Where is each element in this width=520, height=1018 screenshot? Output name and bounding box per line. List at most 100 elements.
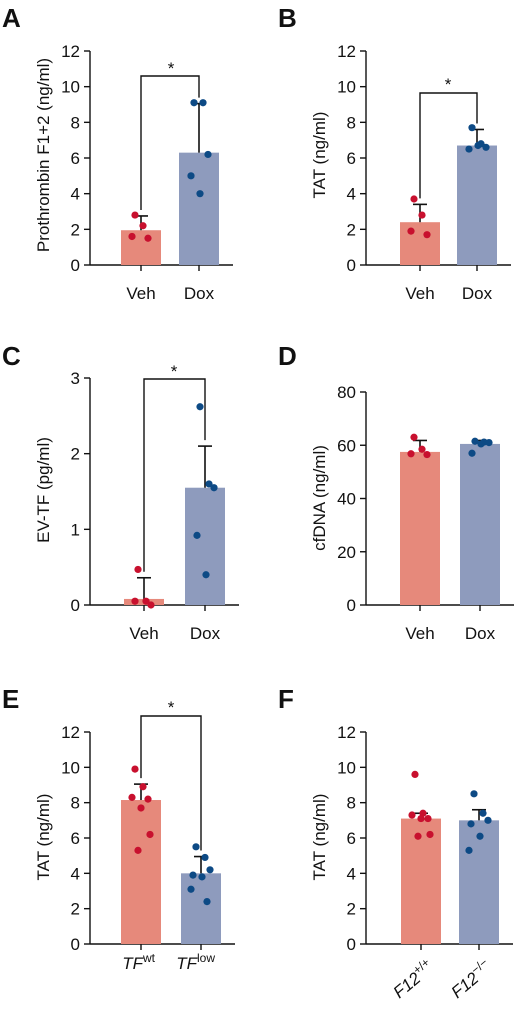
y-tick-label-f: 0 — [347, 935, 356, 954]
chart-panel-f: 0 2 4 6 8 10 12 F12+/+F12−/− — [337, 723, 513, 1002]
significance-bracket-b — [419, 92, 478, 199]
y-tick-label-d: 80 — [337, 383, 356, 402]
data-point-c-1 — [196, 403, 204, 411]
panel-letter-b: B — [278, 3, 297, 33]
data-point-d-0 — [423, 450, 431, 459]
data-point-a-1 — [199, 99, 207, 107]
y-tick-label-f: 4 — [347, 864, 356, 883]
y-tick-label-c: 3 — [71, 369, 80, 388]
data-point-a-1 — [196, 190, 204, 198]
x-category-label-f-1: F12−/− — [446, 955, 496, 1002]
x-category-label-d-0: Veh — [405, 624, 434, 643]
chart-panel-d: 0 20 40 60 80 Veh Dox — [337, 383, 514, 643]
y-tick-label-f: 10 — [337, 758, 356, 777]
data-point-e-1 — [192, 843, 200, 851]
y-tick-label-b: 6 — [347, 149, 356, 168]
data-point-f-1 — [484, 816, 492, 824]
data-point-a-0 — [128, 232, 136, 241]
data-point-e-1 — [206, 866, 214, 874]
y-tick-label-f: 6 — [347, 829, 356, 848]
panel-letter-a: A — [2, 3, 21, 33]
data-point-c-0 — [134, 565, 142, 574]
x-category-label-f-0: F12+/+ — [388, 955, 438, 1002]
significance-bracket-c — [143, 378, 206, 572]
y-axis-label-a: Prothrombin F1+2 (ng/ml) — [34, 58, 53, 252]
data-point-d-0 — [410, 433, 418, 441]
data-point-d-1 — [471, 437, 479, 445]
bar-a-1 — [179, 152, 219, 265]
x-category-label-d-1: Dox — [465, 624, 496, 643]
bar-a-0 — [121, 230, 161, 265]
x-category-label-b-1: Dox — [462, 284, 493, 303]
data-point-f-1 — [467, 820, 475, 828]
y-tick-label-b: 10 — [337, 78, 356, 97]
data-point-b-0 — [410, 195, 418, 203]
panel-letter-e: E — [2, 684, 19, 714]
x-category-label-a-0: Veh — [126, 284, 155, 303]
y-tick-label-a: 12 — [61, 42, 80, 61]
x-category-label-b-0: Veh — [405, 284, 434, 303]
y-tick-label-a: 8 — [71, 113, 80, 132]
y-tick-label-e: 2 — [71, 900, 80, 919]
data-point-a-1 — [190, 99, 198, 107]
data-point-f-0 — [426, 830, 434, 839]
bar-c-1 — [185, 487, 225, 605]
data-point-e-1 — [187, 885, 195, 893]
y-tick-label-a: 2 — [71, 220, 80, 239]
plot-layer: 0 2 4 6 8 10 12 Veh Dox 0 2 4 6 8 10 12 Veh Dox 0 12 3 Veh Dox… — [61, 42, 514, 1002]
data-point-e-0 — [144, 795, 152, 803]
data-point-f-0 — [424, 814, 432, 823]
data-point-f-0 — [411, 770, 419, 779]
y-tick-label-c: 2 — [71, 445, 80, 464]
significance-marker-a: * — [168, 59, 175, 78]
data-point-b-0 — [423, 231, 431, 239]
x-category-label-c-1: Dox — [190, 624, 221, 643]
significance-marker-c: * — [171, 362, 178, 381]
y-tick-label-a: 6 — [71, 149, 80, 168]
panel-letter-f: F — [278, 684, 294, 714]
data-point-c-1 — [205, 480, 213, 488]
data-point-f-1 — [465, 846, 473, 854]
bar-e-1 — [181, 873, 221, 944]
data-point-a-0 — [131, 211, 139, 219]
y-axis-label-f: TAT (ng/ml) — [310, 794, 329, 881]
data-point-a-0 — [139, 222, 147, 230]
y-axis-label-d: cfDNA (ng/ml) — [310, 445, 329, 551]
bar-b-0 — [400, 222, 440, 265]
data-point-b-1 — [482, 143, 490, 151]
y-tick-label-b: 4 — [347, 185, 356, 204]
y-axis-label-b: TAT (ng/ml) — [310, 112, 329, 199]
data-point-e-1 — [189, 871, 197, 879]
y-tick-label-d: 60 — [337, 436, 356, 455]
data-point-e-0 — [131, 765, 139, 773]
data-point-f-0 — [414, 832, 422, 840]
bar-d-1 — [460, 443, 500, 605]
data-point-f-1 — [476, 832, 484, 840]
x-category-label-c-0: Veh — [129, 624, 158, 643]
significance-marker-e: * — [168, 698, 175, 717]
y-tick-label-e: 12 — [61, 723, 80, 742]
y-tick-label-d: 0 — [347, 596, 356, 615]
data-point-e-1 — [198, 873, 206, 881]
y-tick-label-d: 20 — [337, 543, 356, 562]
data-point-d-0 — [407, 450, 415, 458]
y-tick-label-c: 0 — [71, 596, 80, 615]
y-tick-label-f: 12 — [337, 723, 356, 742]
data-point-c-0 — [142, 597, 150, 605]
data-point-d-1 — [477, 440, 485, 448]
data-point-c-1 — [202, 571, 210, 579]
data-point-b-1 — [465, 145, 473, 153]
panel-letter-d: D — [278, 341, 297, 371]
data-point-a-1 — [187, 172, 195, 180]
y-axis-label-c: EV-TF (pg/ml) — [34, 437, 53, 543]
data-point-b-1 — [474, 141, 482, 150]
data-point-d-1 — [468, 449, 476, 457]
y-tick-label-b: 12 — [337, 42, 356, 61]
y-tick-label-e: 6 — [71, 829, 80, 848]
data-point-b-0 — [407, 227, 415, 235]
y-tick-label-b: 8 — [347, 113, 356, 132]
data-point-f-1 — [479, 809, 487, 817]
panel-letter-c: C — [2, 341, 21, 371]
data-point-c-1 — [210, 484, 218, 492]
data-point-e-1 — [201, 853, 209, 862]
